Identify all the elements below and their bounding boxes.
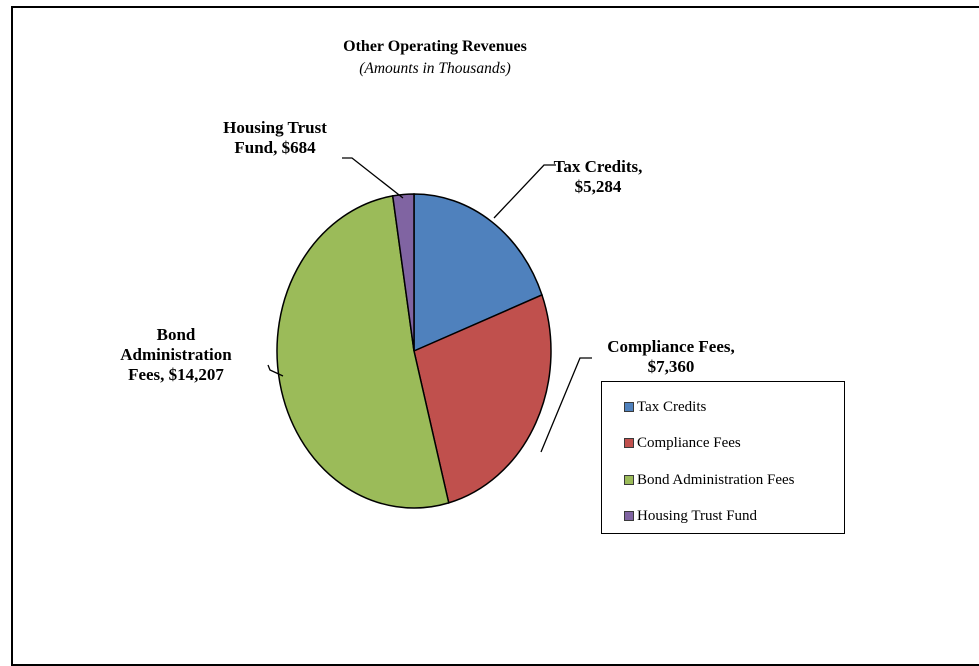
legend-item: Tax Credits: [624, 397, 706, 417]
data-label: Tax Credits, $5,284: [554, 157, 643, 196]
legend-label: Housing Trust Fund: [637, 507, 758, 524]
leader-lines: [267, 157, 592, 453]
data-labels: Tax Credits, $5,284 Compliance Fees, $7,360…: [120, 118, 734, 384]
pie-slices: [276, 193, 552, 509]
pie-slice: [413, 193, 543, 353]
data-label: Bond Administration Fees, $14,207: [120, 325, 232, 384]
leader-line: [342, 157, 404, 199]
legend-swatch: [624, 402, 634, 412]
leader-line: [267, 364, 284, 377]
legend-swatch: [624, 475, 634, 485]
chart-subtitle: (Amounts in Thousands): [359, 60, 511, 77]
legend-item: Housing Trust Fund: [624, 506, 757, 526]
pie-slice: [391, 193, 415, 352]
legend-label: Bond Administration Fees: [637, 471, 795, 488]
legend-item: Bond Administration Fees: [624, 470, 795, 490]
legend: Tax Credits Compliance Fees Bond Adminis…: [601, 381, 845, 534]
data-label: Compliance Fees, $7,360: [607, 337, 734, 376]
data-label: Housing Trust Fund, $684: [223, 118, 327, 157]
leader-line: [493, 164, 556, 219]
legend-swatch: [624, 511, 634, 521]
leader-line: [540, 357, 592, 453]
legend-label: Compliance Fees: [637, 434, 741, 451]
legend-label: Tax Credits: [637, 398, 707, 415]
legend-swatch: [624, 438, 634, 448]
pie-chart: Tax Credits, $5,284 Compliance Fees, $7,360…: [120, 118, 735, 509]
legend-item: Compliance Fees: [624, 433, 741, 453]
chart-title: Other Operating Revenues: [343, 38, 527, 55]
pie-slice: [276, 195, 450, 509]
pie-slice: [413, 293, 552, 504]
